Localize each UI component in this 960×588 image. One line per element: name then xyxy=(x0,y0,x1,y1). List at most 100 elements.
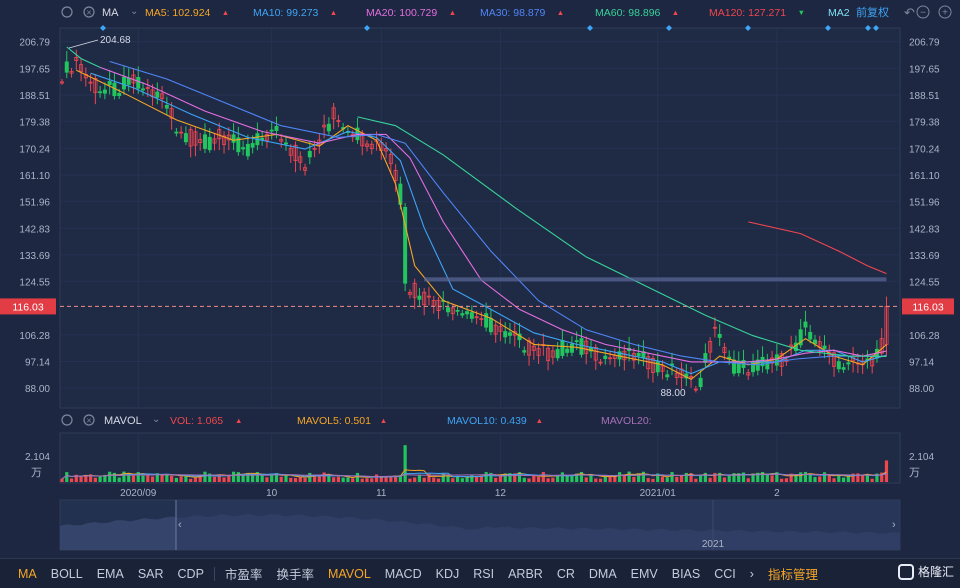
indicator-tab-bias[interactable]: BIAS xyxy=(671,566,701,581)
candle-body xyxy=(774,354,779,366)
candle-body xyxy=(174,131,179,134)
volume-bar xyxy=(770,475,774,482)
event-marker-icon[interactable] xyxy=(825,25,831,31)
volume-bar xyxy=(570,474,574,482)
candle-body xyxy=(207,136,212,151)
event-marker-icon[interactable] xyxy=(745,25,751,31)
candle-body xyxy=(808,331,813,340)
candle-body xyxy=(488,318,493,333)
more-tabs-icon[interactable]: › xyxy=(749,566,754,581)
candle-body xyxy=(469,312,474,319)
undo-icon[interactable]: ↶ xyxy=(904,5,915,20)
chevron-down-icon[interactable]: ⌄ xyxy=(130,6,138,17)
indicator-tab-cci[interactable]: CCI xyxy=(714,566,736,581)
price-tick-right: 97.14 xyxy=(909,358,934,369)
candle-body xyxy=(507,332,512,336)
event-marker-icon[interactable] xyxy=(587,25,593,31)
ma-legend-item: MA60: 98.896 xyxy=(595,7,661,19)
volume-bar xyxy=(689,473,693,482)
indicator-tab-换手率[interactable]: 换手率 xyxy=(276,568,314,582)
indicator-tab-macd[interactable]: MACD xyxy=(384,566,422,581)
volume-bar xyxy=(513,473,517,482)
adjust-mode-button[interactable]: 前复权 xyxy=(856,5,889,19)
candle-body xyxy=(141,88,146,91)
indicator-tab-市盈率[interactable]: 市盈率 xyxy=(224,568,263,582)
price-tick-left: 133.69 xyxy=(19,251,50,262)
vol-settings-icon[interactable] xyxy=(61,414,73,426)
event-marker-icon[interactable] xyxy=(873,25,879,31)
candle-body xyxy=(450,307,455,315)
event-marker-icon[interactable] xyxy=(100,25,106,31)
volume-bar xyxy=(646,478,650,482)
volume-bar xyxy=(546,478,550,482)
candle-body xyxy=(693,388,698,391)
indicator-tab-ma[interactable]: MA xyxy=(18,566,37,581)
indicator-tab-mavol[interactable]: MAVOL xyxy=(327,566,371,581)
ma-line-ma20 xyxy=(99,66,887,363)
volume-bar xyxy=(656,473,660,482)
indicator-tab-kdj[interactable]: KDJ xyxy=(435,566,460,581)
candle-body xyxy=(107,81,112,85)
indicator-tab-dma[interactable]: DMA xyxy=(588,566,617,581)
volume-bar xyxy=(379,477,383,482)
volume-bar xyxy=(270,473,274,482)
zoom-out-glyph: − xyxy=(920,8,926,19)
candle-body xyxy=(60,81,65,84)
candle-body xyxy=(708,340,713,353)
volume-bar xyxy=(703,472,707,482)
volume-bar xyxy=(780,478,784,482)
indicator-manage-button[interactable]: 指标管理 xyxy=(767,568,818,582)
volume-bar xyxy=(851,473,855,482)
vol-chevron-down-icon[interactable]: ⌄ xyxy=(152,414,160,425)
volume-bar xyxy=(665,477,669,482)
volume-bar xyxy=(108,471,112,482)
trend-arrow-icon: ▲ xyxy=(449,8,456,17)
price-tick-left: 124.55 xyxy=(19,278,50,289)
indicator-tab-boll[interactable]: BOLL xyxy=(50,566,83,581)
indicator-tab-arbr[interactable]: ARBR xyxy=(508,566,543,581)
navigator-right-handle-icon[interactable]: › xyxy=(892,519,896,531)
indicator-tab-rsi[interactable]: RSI xyxy=(473,566,495,581)
navigator-selection[interactable] xyxy=(176,500,900,550)
indicator-tab-ema[interactable]: EMA xyxy=(96,566,124,581)
settings-icon[interactable] xyxy=(61,6,73,18)
vol-close-icon[interactable] xyxy=(83,414,95,426)
candle-body xyxy=(531,345,536,351)
event-marker-icon[interactable] xyxy=(666,25,672,31)
indicator-tab-sar[interactable]: SAR xyxy=(137,566,164,581)
event-marker-icon[interactable] xyxy=(865,25,871,31)
volume-bar xyxy=(394,476,398,482)
volume-bar xyxy=(722,477,727,482)
close-icon[interactable] xyxy=(83,6,95,18)
indicator-tab-cr[interactable]: CR xyxy=(556,566,575,581)
event-marker-icon[interactable] xyxy=(364,25,370,31)
navigator-left-handle-icon[interactable]: ‹ xyxy=(178,519,182,531)
volume-bar xyxy=(141,475,145,482)
candle-body xyxy=(145,87,150,89)
price-tick-right: 142.83 xyxy=(909,224,940,235)
volume-bar xyxy=(841,477,846,482)
indicator-tab-emv[interactable]: EMV xyxy=(630,566,658,581)
volume-bar xyxy=(822,472,827,482)
candle-body xyxy=(560,340,565,356)
brand-icon xyxy=(897,563,914,580)
indicator-tab-cdp[interactable]: CDP xyxy=(177,566,204,581)
candle-body xyxy=(98,91,103,94)
ma-legend-item: MA20: 100.729 xyxy=(366,7,437,19)
candle-body xyxy=(393,169,398,181)
high-price-annotation: 204.68 xyxy=(100,35,131,46)
volume-bar xyxy=(613,475,617,482)
candle-body xyxy=(245,143,250,157)
volume-bar xyxy=(551,477,555,482)
volume-bar xyxy=(699,474,703,482)
zoom-in-icon[interactable] xyxy=(938,5,952,19)
candle-body xyxy=(622,350,627,361)
price-tick-left: 206.79 xyxy=(19,38,50,49)
zoom-in-glyph: + xyxy=(942,8,948,19)
volume-bar xyxy=(622,475,626,482)
volume-bar xyxy=(146,474,150,482)
zoom-out-icon[interactable] xyxy=(916,5,930,19)
candle-body xyxy=(69,70,74,74)
candle-body xyxy=(322,124,327,128)
